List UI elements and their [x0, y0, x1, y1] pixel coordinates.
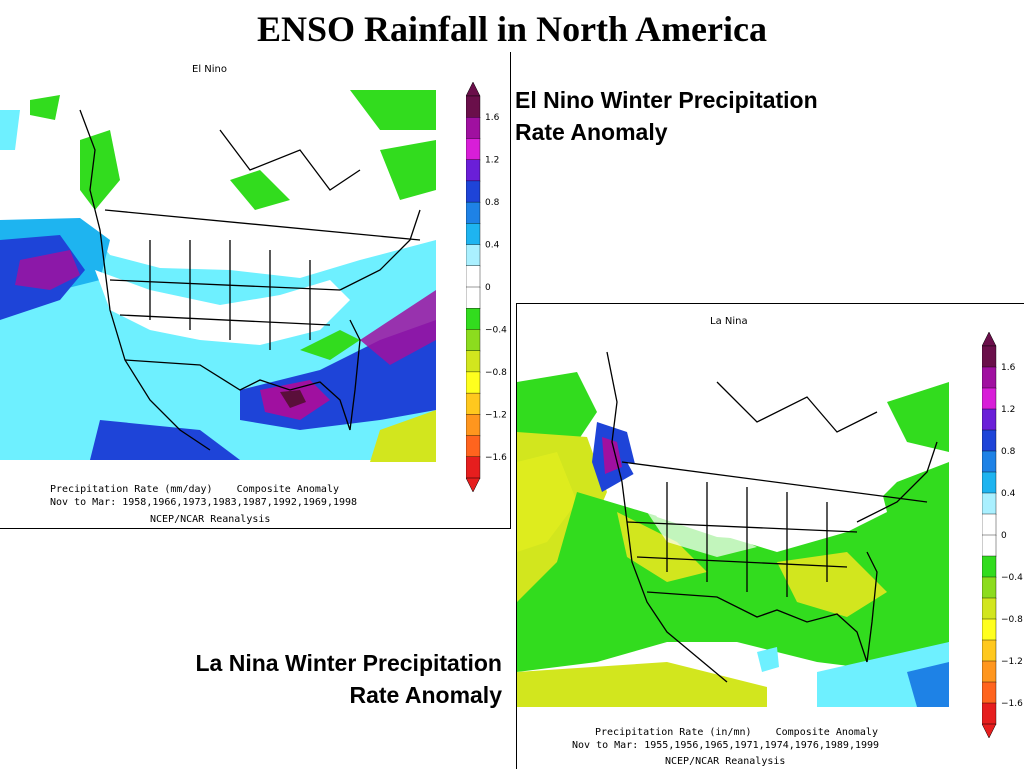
colorbar-tick-label: 1.6 [1001, 363, 1016, 373]
colorbar-segment [466, 392, 481, 416]
la-nina-precipitation-map [517, 342, 949, 707]
colorbar-segment [466, 371, 481, 394]
la-nina-colorbar: 1.6 1.2 0.8 0.4 0 −0.4 −0.8 −1.2 −1.6 [982, 332, 1023, 738]
colorbar-segment [982, 660, 997, 683]
colorbar-segment [982, 555, 997, 578]
colorbar-bottom-arrow [982, 723, 997, 738]
colorbar-segment [466, 308, 481, 331]
el-nino-map-title: El Nino [192, 64, 227, 75]
colorbar-tick-label: −0.4 [1001, 573, 1023, 583]
colorbar-segment [466, 180, 481, 203]
colorbar-segment [466, 329, 481, 352]
colorbar-tick-label: 1.2 [1001, 405, 1015, 415]
colorbar-segment [466, 435, 481, 458]
colorbar-tick-label: 1.6 [485, 113, 500, 123]
colorbar-tick-label: 0.4 [1001, 489, 1016, 499]
colorbar-segment [982, 366, 997, 389]
colorbar-segment [466, 456, 481, 479]
colorbar-segment [466, 201, 481, 225]
el-nino-footer-line-3: NCEP/NCAR Reanalysis [150, 514, 271, 525]
la-nina-footer-line-3: NCEP/NCAR Reanalysis [665, 756, 786, 767]
la-nina-caption-line-2: Rate Anomaly [349, 682, 502, 708]
colorbar-segment [982, 492, 997, 515]
colorbar-tick-label: 0.4 [485, 241, 500, 251]
colorbar-tick-label: −0.8 [1001, 615, 1023, 625]
colorbar-segment [466, 244, 481, 267]
la-nina-map-title: La Nina [710, 316, 748, 327]
colorbar-tick-label: 1.2 [485, 156, 499, 166]
la-nina-footer-line-1: Precipitation Rate (in/mn) Composite Ano… [595, 727, 878, 738]
colorbar-segment [466, 159, 481, 182]
colorbar-tick-label: 0.8 [485, 198, 500, 208]
la-nina-map-panel: La Nina Precipitation Rate (in/mn) Com [516, 303, 1024, 769]
colorbar-segment [466, 286, 481, 309]
colorbar-segment [982, 429, 997, 452]
colorbar-tick-label: −0.4 [485, 325, 507, 335]
colorbar-segment [466, 350, 481, 373]
colorbar-segment [982, 387, 997, 410]
colorbar-segment [466, 117, 481, 140]
colorbar-segment [982, 681, 997, 704]
el-nino-caption: El Nino Winter Precipitation Rate Anomal… [515, 84, 915, 148]
el-nino-caption-line-1: El Nino Winter Precipitation [515, 87, 818, 113]
colorbar-top-arrow [982, 332, 997, 347]
colorbar-tick-label: 0.8 [1001, 447, 1016, 457]
el-nino-precipitation-map [0, 90, 436, 462]
colorbar-segment [982, 408, 997, 431]
colorbar-tick-label: −1.2 [1001, 657, 1023, 667]
colorbar-tick-label: 0 [1001, 531, 1007, 541]
colorbar-segment [466, 223, 481, 246]
la-nina-footer-line-2: Nov to Mar: 1955,1956,1965,1971,1974,197… [572, 740, 880, 751]
colorbar-segment [982, 471, 997, 494]
slide-title: ENSO Rainfall in North America [257, 9, 767, 49]
colorbar-tick-label: −1.6 [1001, 699, 1023, 709]
colorbar-top-arrow [466, 82, 481, 97]
colorbar-tick-label: −1.6 [485, 453, 507, 463]
colorbar-segment [982, 639, 997, 662]
colorbar-segment [466, 414, 481, 437]
el-nino-caption-line-2: Rate Anomaly [515, 119, 668, 145]
colorbar-segment [982, 534, 997, 557]
colorbar-segment [466, 95, 481, 118]
la-nina-caption-line-1: La Nina Winter Precipitation [195, 650, 502, 676]
colorbar-segment [982, 597, 997, 620]
el-nino-footer-line-1: Precipitation Rate (mm/day) Composite An… [50, 484, 339, 495]
colorbar-segment [466, 138, 481, 161]
colorbar-segment [982, 618, 997, 641]
colorbar-segment [982, 576, 997, 599]
colorbar-tick-label: 0 [485, 283, 491, 293]
el-nino-footer-line-2: Nov to Mar: 1958,1966,1973,1983,1987,199… [50, 497, 358, 508]
colorbar-bottom-arrow [466, 477, 481, 492]
colorbar-segment [982, 345, 997, 368]
el-nino-colorbar: 1.6 1.2 0.8 0.4 0 −0.4 −0.8 −1.2 −1.6 [466, 82, 507, 492]
el-nino-map-panel: El Nino [0, 52, 511, 529]
colorbar-segment [466, 265, 481, 288]
colorbar-segment [982, 702, 997, 725]
colorbar-tick-label: −0.8 [485, 368, 507, 378]
colorbar-tick-label: −1.2 [485, 410, 507, 420]
colorbar-segment [982, 513, 997, 536]
la-nina-caption: La Nina Winter Precipitation Rate Anomal… [100, 647, 502, 711]
colorbar-segment [982, 450, 997, 473]
